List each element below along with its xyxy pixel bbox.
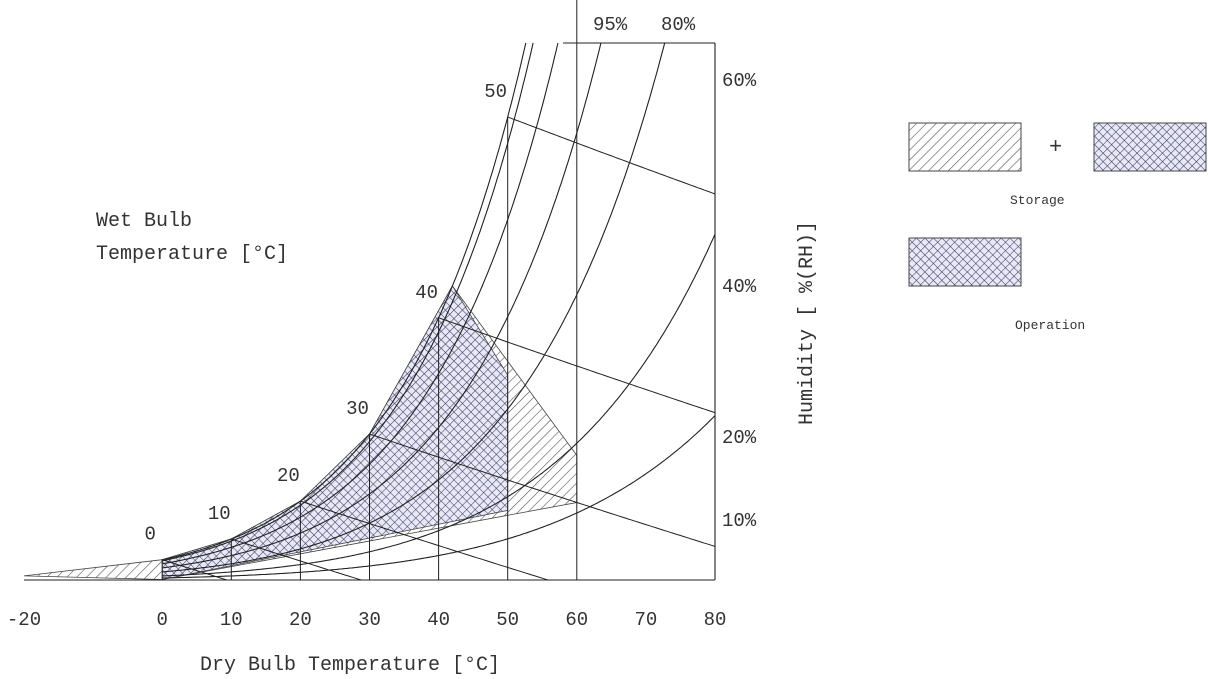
rh-curve-80: [162, 42, 559, 565]
x-tick-label: 10: [220, 609, 243, 631]
wet-bulb-title-line1: Wet Bulb: [96, 210, 192, 233]
wet-bulb-line-10: [231, 538, 362, 581]
legend: + Storage Operation: [908, 122, 1207, 333]
wet-bulb-label: 40: [415, 282, 438, 304]
legend-plus: +: [1049, 135, 1062, 160]
rh-label-10: 10%: [722, 510, 757, 532]
y-axis-title: Humidity [ %(RH)]: [796, 221, 819, 425]
wet-bulb-line-50: [507, 116, 716, 195]
legend-storage-label: Storage: [1010, 193, 1065, 208]
labels-layer: -2001020304050607080010203040506010%20%4…: [7, 14, 757, 631]
rh-label-80: 80%: [661, 14, 696, 36]
wet-bulb-title-line2: Temperature [°C]: [96, 243, 288, 266]
x-tick-label: 0: [156, 609, 167, 631]
wet-bulb-line-40: [438, 317, 716, 414]
x-tick-label: 50: [496, 609, 519, 631]
wet-bulb-label: 50: [484, 81, 507, 103]
rh-curve-40: [162, 42, 666, 573]
rh-label-95: 95%: [593, 14, 628, 36]
rh-label-60: 60%: [722, 70, 757, 92]
wet-bulb-line-20: [300, 500, 549, 581]
x-axis-title: Dry Bulb Temperature [°C]: [200, 654, 500, 677]
wet-bulb-line-30: [369, 433, 716, 547]
wet-bulb-line-0: [162, 559, 228, 581]
wet-bulb-label: 20: [277, 465, 300, 487]
x-tick-label: 40: [427, 609, 450, 631]
grid-layer: [24, 0, 716, 581]
rh-label-40: 40%: [722, 276, 757, 298]
x-tick-label: 30: [358, 609, 381, 631]
legend-operation-label: Operation: [1015, 318, 1085, 333]
legend-storage-swatch-hatch: [908, 122, 1022, 172]
x-tick-label: 80: [704, 609, 727, 631]
legend-operation-swatch: [908, 237, 1022, 287]
legend-storage-swatch-crosshatch: [1093, 122, 1207, 172]
x-tick-label: 70: [634, 609, 657, 631]
region-operation: [161, 285, 509, 580]
wet-bulb-label: 10: [208, 503, 231, 525]
rh-curve-60: [162, 42, 602, 569]
wet-bulb-label: 30: [346, 398, 369, 420]
rh-label-20: 20%: [722, 427, 757, 449]
saturation-curve: [162, 42, 527, 561]
wet-bulb-label: 0: [144, 524, 155, 546]
x-tick-label: -20: [7, 609, 41, 631]
x-tick-label: 20: [289, 609, 312, 631]
rh-curve-95: [162, 42, 534, 562]
x-tick-label: 60: [565, 609, 588, 631]
